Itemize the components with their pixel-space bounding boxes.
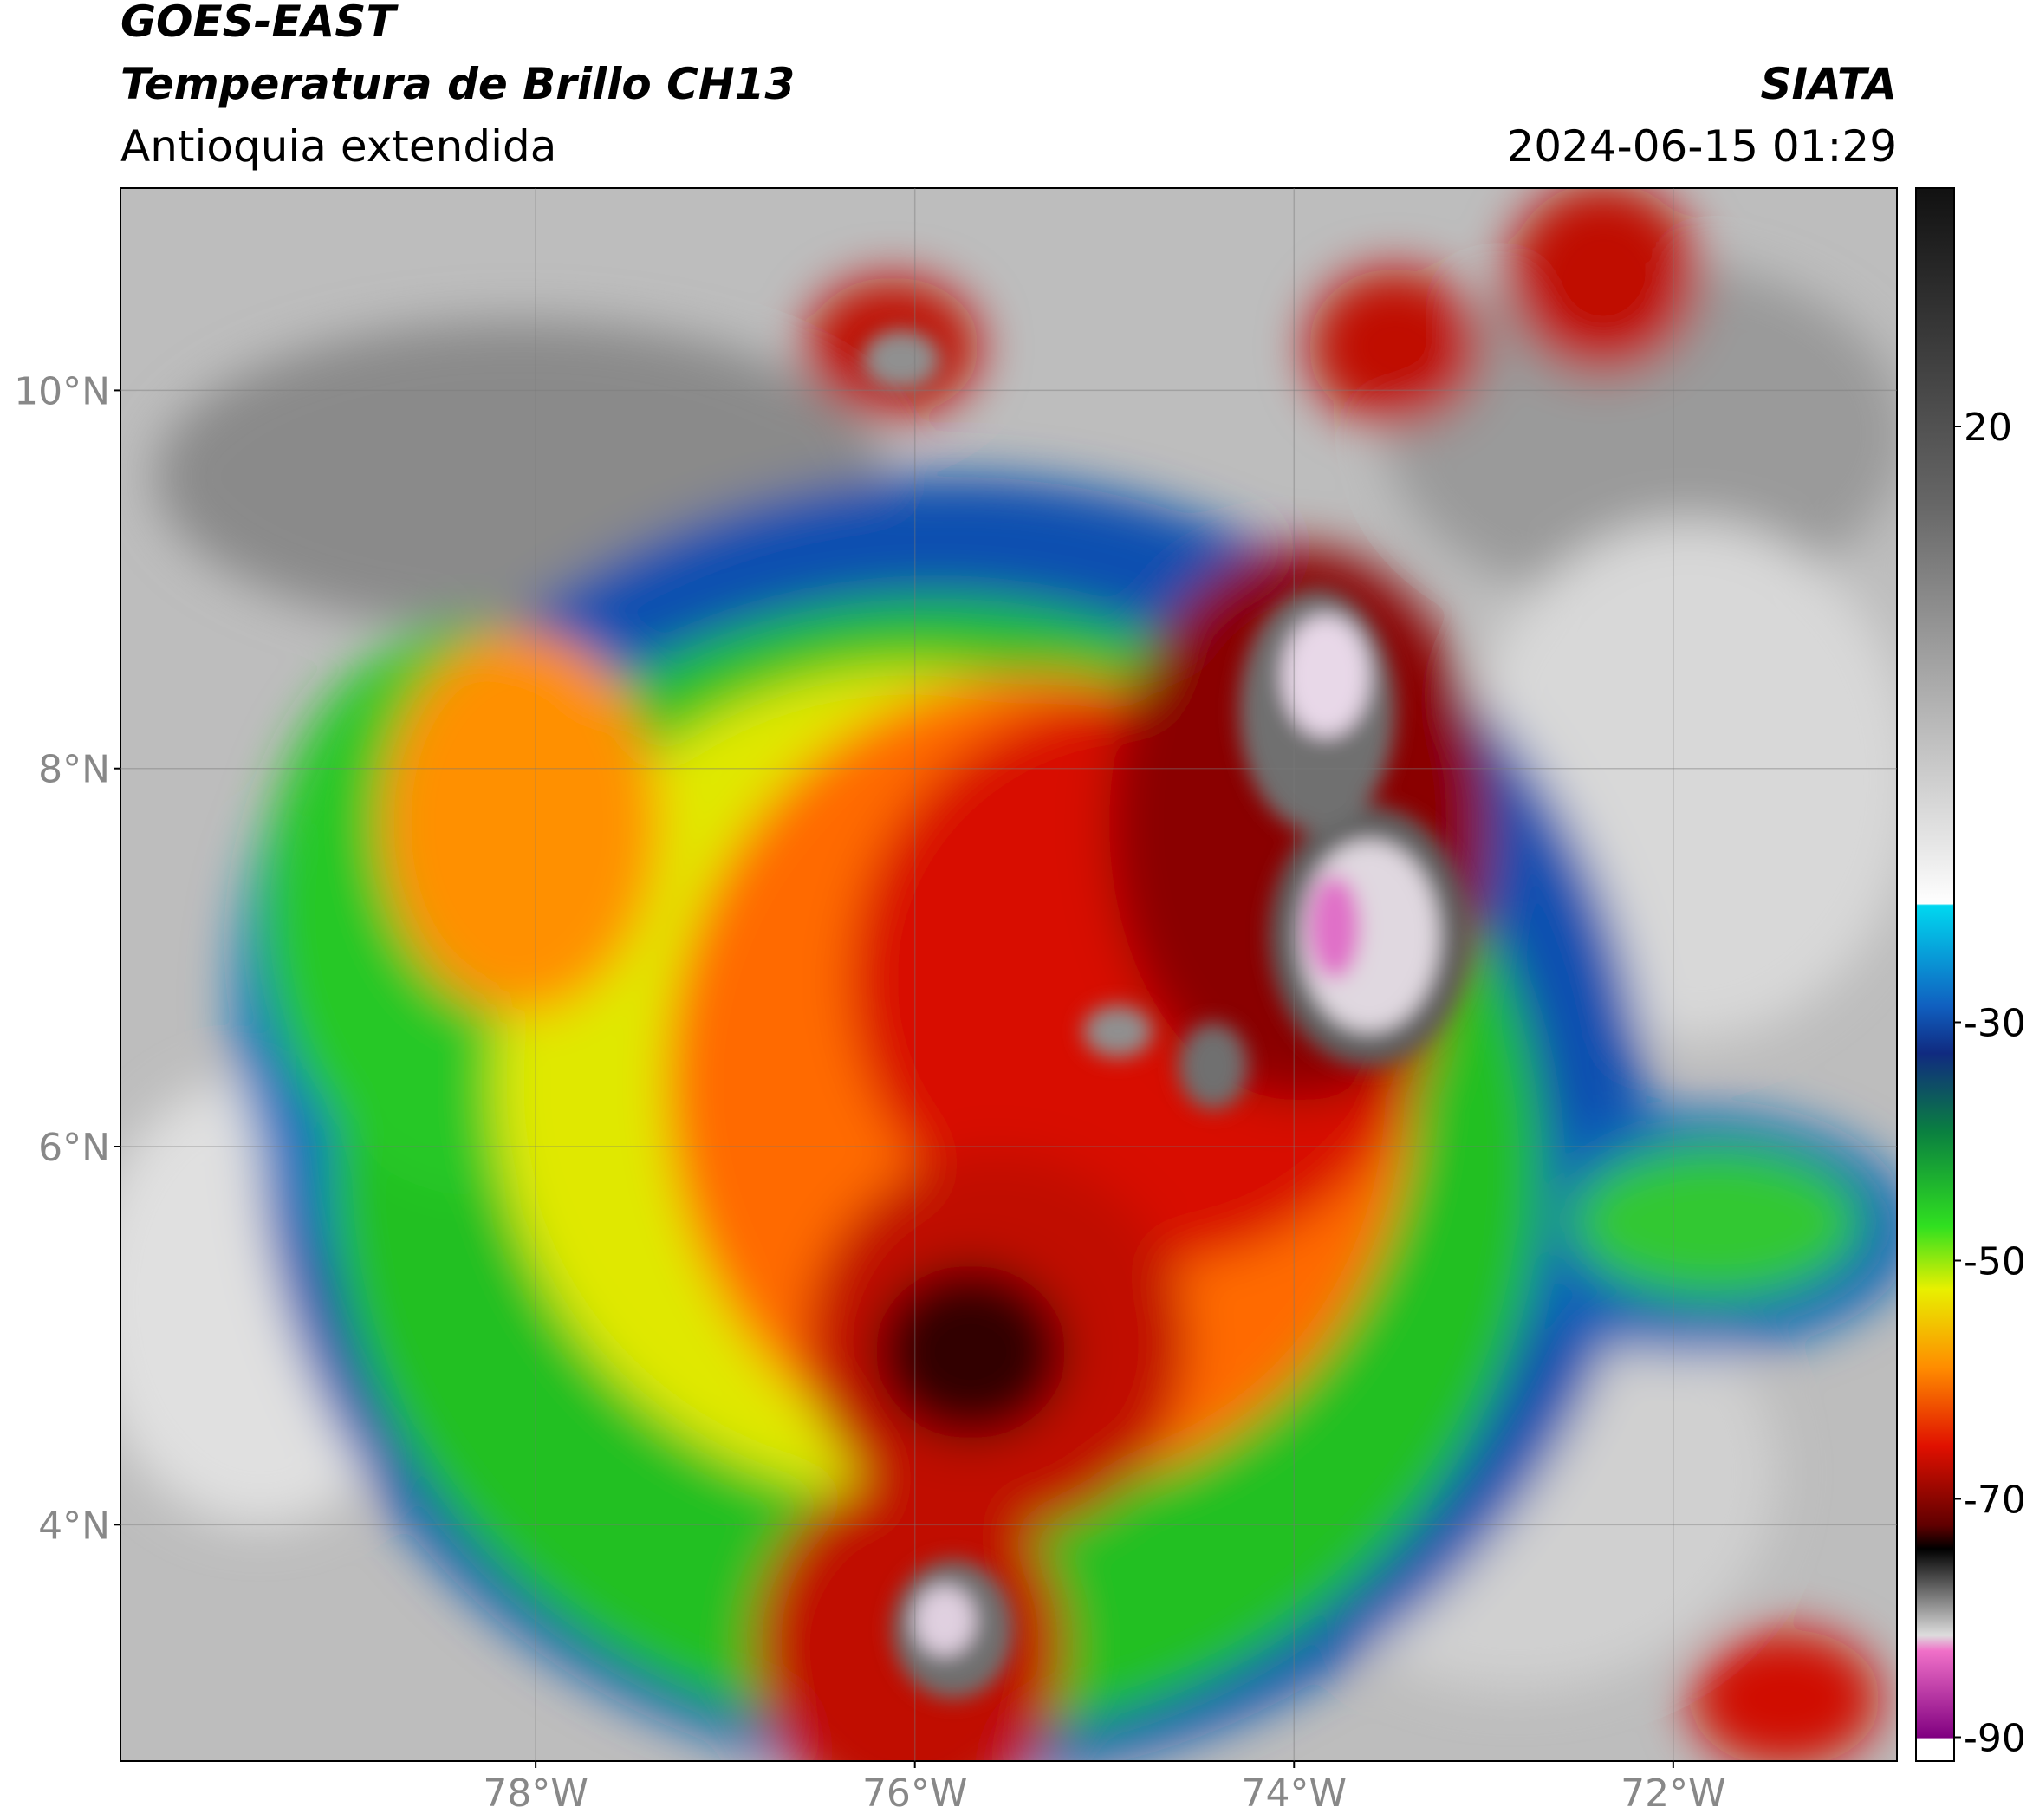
colorbar-label: -50 (1964, 1240, 2026, 1284)
colorbar-label: 20 (1964, 406, 2012, 450)
y-tick-label: 8°N (38, 748, 110, 792)
y-tick-label: 10°N (14, 369, 110, 413)
y-tick-label: 6°N (38, 1126, 110, 1170)
source: SIATA (1761, 59, 1897, 109)
colorbar (1915, 187, 1955, 1762)
colorbar-label: -70 (1964, 1479, 2026, 1523)
title: GOES-EAST (120, 0, 399, 47)
x-tick-label: 72°W (1621, 1771, 1726, 1816)
y-tick-label: 4°N (38, 1504, 110, 1548)
satellite-image (120, 188, 1897, 1761)
map-frame (120, 187, 1898, 1762)
region: Antioquia extendida (120, 121, 556, 172)
x-tick-label: 74°W (1242, 1771, 1348, 1816)
x-tick-label: 76°W (862, 1771, 968, 1816)
colorbar-label: -90 (1964, 1717, 2026, 1761)
subtitle: Temperatura de Brillo CH13 (120, 59, 795, 109)
x-tick-label: 78°W (483, 1771, 588, 1816)
colorbar-label: -30 (1964, 1002, 2026, 1046)
datetime: 2024-06-15 01:29 (1506, 121, 1897, 172)
